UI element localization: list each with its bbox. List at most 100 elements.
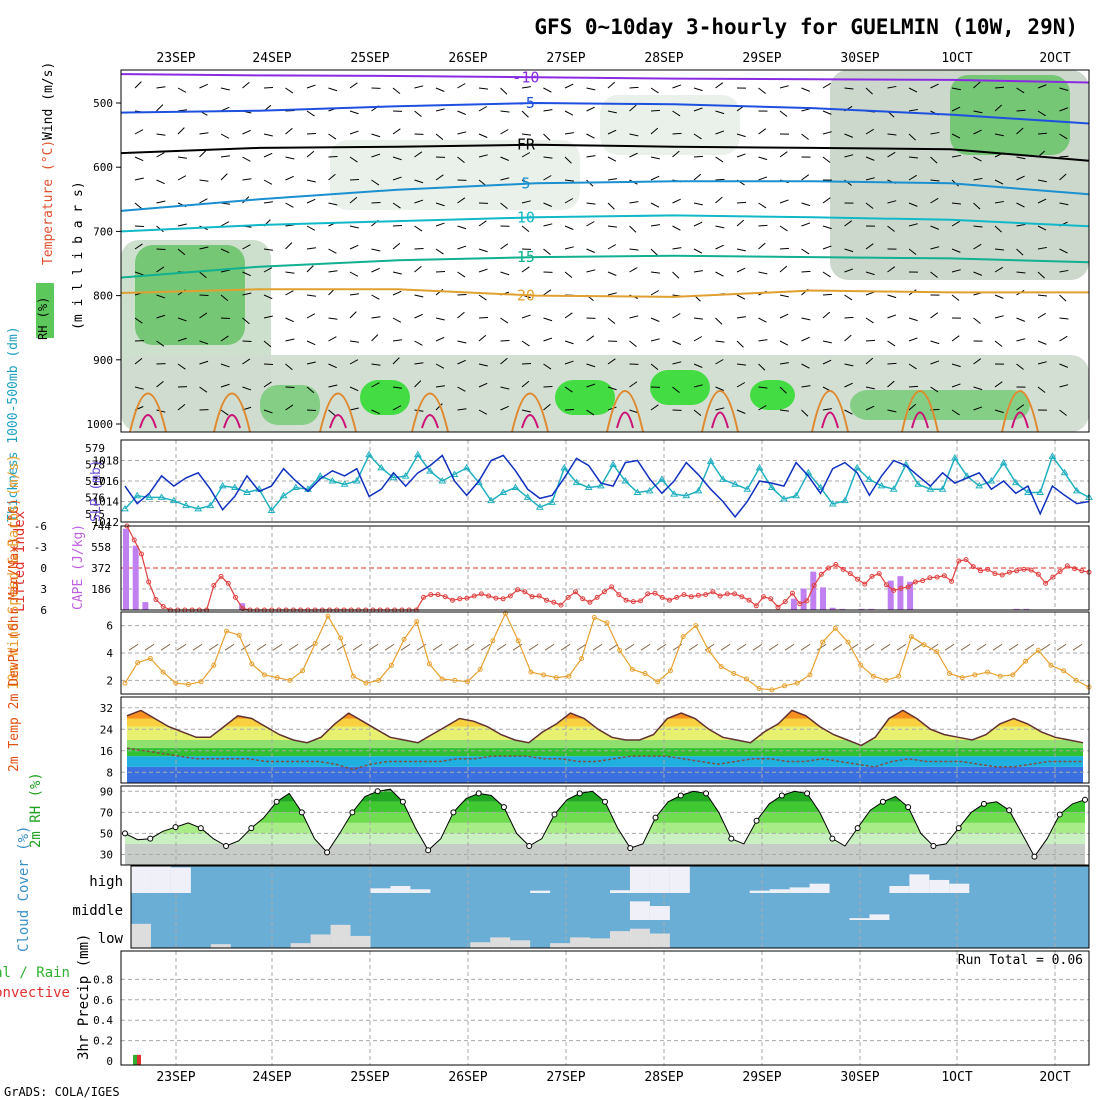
wind-barb (768, 643, 779, 651)
wind-barb (564, 132, 574, 135)
wind-barb (650, 175, 660, 181)
wind-barb (328, 248, 337, 254)
wind-barb (672, 271, 680, 279)
lifted-index-point (232, 594, 238, 600)
wind-speed-point (338, 635, 344, 641)
wind-barb (134, 271, 144, 276)
warm-contour (129, 392, 167, 433)
wind-barb (973, 406, 983, 411)
wind-barb (758, 339, 768, 342)
wind-barb (1016, 363, 1024, 370)
wind-barb (156, 133, 166, 136)
thickness-marker (889, 485, 898, 492)
wind-barb (306, 150, 315, 158)
wind-barb (844, 294, 853, 301)
lifted-index-point (833, 562, 839, 567)
wind-barb (887, 340, 896, 347)
rh-point (147, 835, 154, 842)
wind-barb (930, 83, 939, 89)
wind-barb (457, 83, 466, 89)
wind-barb (592, 643, 603, 651)
wind-barb (973, 243, 982, 250)
thickness-marker (548, 498, 556, 505)
thickness-marker (487, 496, 495, 504)
hot-contour (711, 411, 729, 429)
wind-barb (816, 643, 827, 651)
wind-barb (672, 150, 680, 158)
rh-point (122, 830, 128, 837)
wind-speed-point (414, 619, 420, 625)
lifted-index-point (847, 571, 853, 577)
wind-barb (779, 362, 789, 365)
wind-barb (220, 335, 229, 342)
wind-barb (1016, 223, 1026, 227)
wind-barb (500, 87, 508, 95)
lifted-index-point (587, 599, 593, 605)
wind-barb (1037, 294, 1048, 297)
lifted-index-point (645, 591, 651, 597)
wind-barb (349, 359, 359, 365)
cloud-bar-high (410, 889, 431, 893)
rh-point (450, 809, 457, 816)
wind-barb (865, 87, 873, 95)
wind-barb (758, 363, 766, 371)
wind-barb (1016, 248, 1024, 256)
wind-barb (263, 201, 273, 204)
lifted-index-point (1006, 569, 1012, 575)
date-tick-label: 2OCT (1039, 51, 1070, 66)
wind-barb (285, 156, 295, 160)
y-tick-label-right: 1018 (93, 455, 120, 468)
wind-barb (263, 179, 273, 185)
lifted-index-point (449, 597, 455, 603)
wind-barb (414, 225, 423, 232)
wind-barb (930, 360, 940, 365)
thickness-marker (633, 488, 642, 495)
wind-speed-point (972, 672, 978, 678)
lifted-index-point (536, 593, 542, 599)
wind-barb (263, 133, 273, 137)
wind-barb (758, 87, 766, 94)
wind-barb (736, 363, 746, 366)
wind-barb (607, 156, 617, 162)
wind-barb (192, 643, 203, 651)
wind-barb (844, 248, 854, 253)
wind-barb (629, 225, 637, 233)
lifted-index-point (131, 537, 137, 543)
date-tick-label: 24SEP (252, 51, 291, 66)
y-tick-label: 4 (106, 647, 113, 660)
wind-speed-point (667, 668, 673, 674)
rh-point (1056, 811, 1063, 818)
wind-barb (1037, 271, 1045, 279)
thickness-marker (743, 485, 752, 492)
y-tick-label: 0 (106, 1055, 113, 1068)
rh-point (854, 825, 861, 832)
lifted-index-point (883, 582, 889, 588)
li-tick-label: 6 (40, 604, 47, 617)
cloud-bar-high (610, 890, 630, 893)
wind-barb (1059, 363, 1069, 368)
wind-barb (758, 224, 768, 227)
wind-barb (1040, 643, 1051, 651)
lifted-index-point (761, 594, 767, 600)
wind-barb (349, 340, 359, 343)
wind-barb (134, 202, 143, 210)
warm-contour (511, 392, 549, 433)
wind-barb (564, 271, 573, 279)
cape-tick-label: 186 (91, 583, 111, 596)
wind-barb (629, 340, 637, 348)
wind-barb (887, 225, 895, 232)
cloud-layer-label: high (89, 874, 123, 890)
wind-barb (586, 155, 596, 158)
lifted-index-point (768, 596, 774, 602)
rh-point (778, 792, 785, 799)
cloud-bar-middle (629, 901, 650, 920)
wind-barb (457, 110, 466, 115)
wind-barb (328, 202, 338, 206)
wind-speed-point (782, 683, 788, 689)
wind-barb (435, 248, 444, 255)
wind-barb (134, 177, 144, 181)
ylabel-unit: (m i l l i b a r s) (71, 181, 86, 330)
wind-barb (220, 269, 230, 273)
rh-point (905, 804, 912, 811)
wind-barb (779, 340, 789, 346)
